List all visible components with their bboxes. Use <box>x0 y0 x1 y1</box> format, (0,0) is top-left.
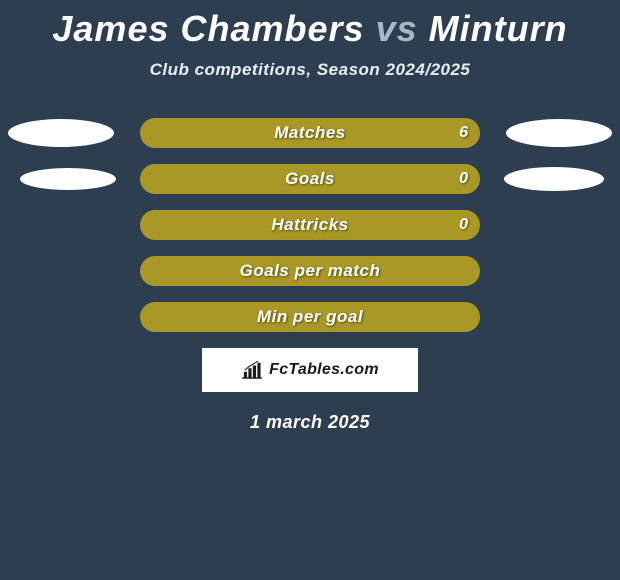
right-ellipse <box>506 119 612 147</box>
badge-text: FcTables.com <box>269 361 379 379</box>
stat-row: Hattricks 0 <box>0 210 620 240</box>
stat-label: Hattricks <box>271 215 348 235</box>
source-badge: FcTables.com <box>202 348 418 392</box>
left-ellipse <box>8 119 114 147</box>
stat-row: Min per goal <box>0 302 620 332</box>
stat-label: Goals per match <box>240 261 381 281</box>
stat-row: Matches 6 <box>0 118 620 148</box>
title-vs: vs <box>376 8 418 49</box>
stat-right-value: 0 <box>459 216 468 234</box>
date-label: 1 march 2025 <box>0 412 620 433</box>
title-player1: James Chambers <box>52 8 364 49</box>
stat-label: Matches <box>274 123 346 143</box>
stat-bar: Min per goal <box>140 302 480 332</box>
stat-bar: Goals per match <box>140 256 480 286</box>
stat-row: Goals per match <box>0 256 620 286</box>
stat-right-value: 6 <box>459 124 468 142</box>
stat-label: Goals <box>285 169 335 189</box>
left-ellipse <box>20 168 116 190</box>
right-ellipse <box>504 167 604 191</box>
stat-rows: Matches 6 Goals 0 Hattricks 0 <box>0 118 620 332</box>
stat-bar: Goals 0 <box>140 164 480 194</box>
stat-label: Min per goal <box>257 307 363 327</box>
badge-inner: FcTables.com <box>241 361 379 379</box>
subtitle: Club competitions, Season 2024/2025 <box>0 60 620 80</box>
comparison-infographic: James Chambers vs Minturn Club competiti… <box>0 0 620 433</box>
stat-right-value: 0 <box>459 170 468 188</box>
bar-chart-icon <box>241 361 263 379</box>
stat-bar: Hattricks 0 <box>140 210 480 240</box>
page-title: James Chambers vs Minturn <box>0 8 620 50</box>
title-player2: Minturn <box>429 8 568 49</box>
stat-row: Goals 0 <box>0 164 620 194</box>
stat-bar: Matches 6 <box>140 118 480 148</box>
